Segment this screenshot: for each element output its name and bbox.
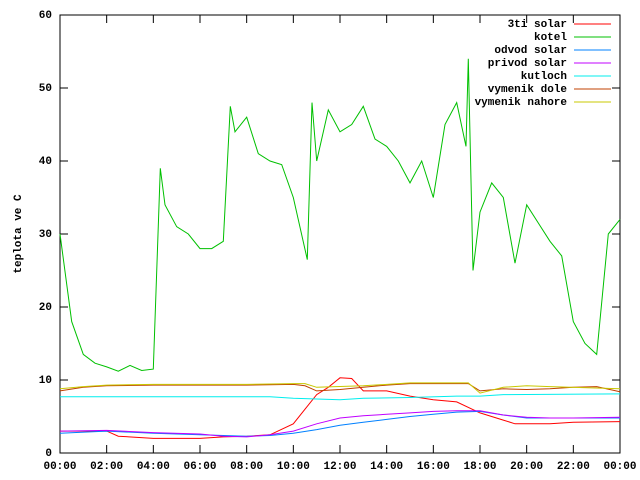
x-tick-label: 04:00 (137, 461, 170, 473)
data-line (60, 393, 621, 401)
y-tick-label: 10 (39, 375, 52, 387)
legend-label: vymenik dole (488, 84, 568, 96)
x-tick-label: 00:00 (603, 461, 636, 473)
x-tick-label: 00:00 (43, 461, 76, 473)
legend-label: privod solar (488, 58, 567, 70)
legend-label: vymenik nahore (475, 97, 568, 109)
y-tick-label: 30 (39, 229, 52, 241)
data-line (59, 58, 621, 372)
legend-label: 3ti solar (508, 19, 567, 31)
data-line (59, 382, 621, 394)
x-tick-label: 08:00 (230, 461, 263, 473)
y-axis-label: teplota ve C (13, 194, 25, 274)
legend-label: odvod solar (494, 45, 567, 57)
y-tick-label: 40 (39, 156, 52, 168)
x-tick-label: 22:00 (557, 461, 590, 473)
data-line (59, 410, 621, 438)
x-tick-label: 20:00 (510, 461, 543, 473)
y-tick-label: 50 (39, 83, 52, 95)
x-tick-label: 02:00 (90, 461, 123, 473)
data-line (60, 377, 621, 439)
x-tick-label: 14:00 (370, 461, 403, 473)
y-tick-label: 0 (45, 448, 52, 460)
x-tick-label: 10:00 (277, 461, 310, 473)
x-tick-label: 06:00 (183, 461, 216, 473)
x-tick-label: 16:00 (417, 461, 450, 473)
legend-label: kutloch (521, 71, 567, 83)
y-tick-label: 20 (39, 302, 52, 314)
data-line (59, 383, 621, 393)
x-tick-label: 18:00 (463, 461, 496, 473)
y-tick-label: 60 (39, 10, 52, 22)
legend-label: kotel (534, 32, 567, 44)
x-tick-label: 12:00 (323, 461, 356, 473)
